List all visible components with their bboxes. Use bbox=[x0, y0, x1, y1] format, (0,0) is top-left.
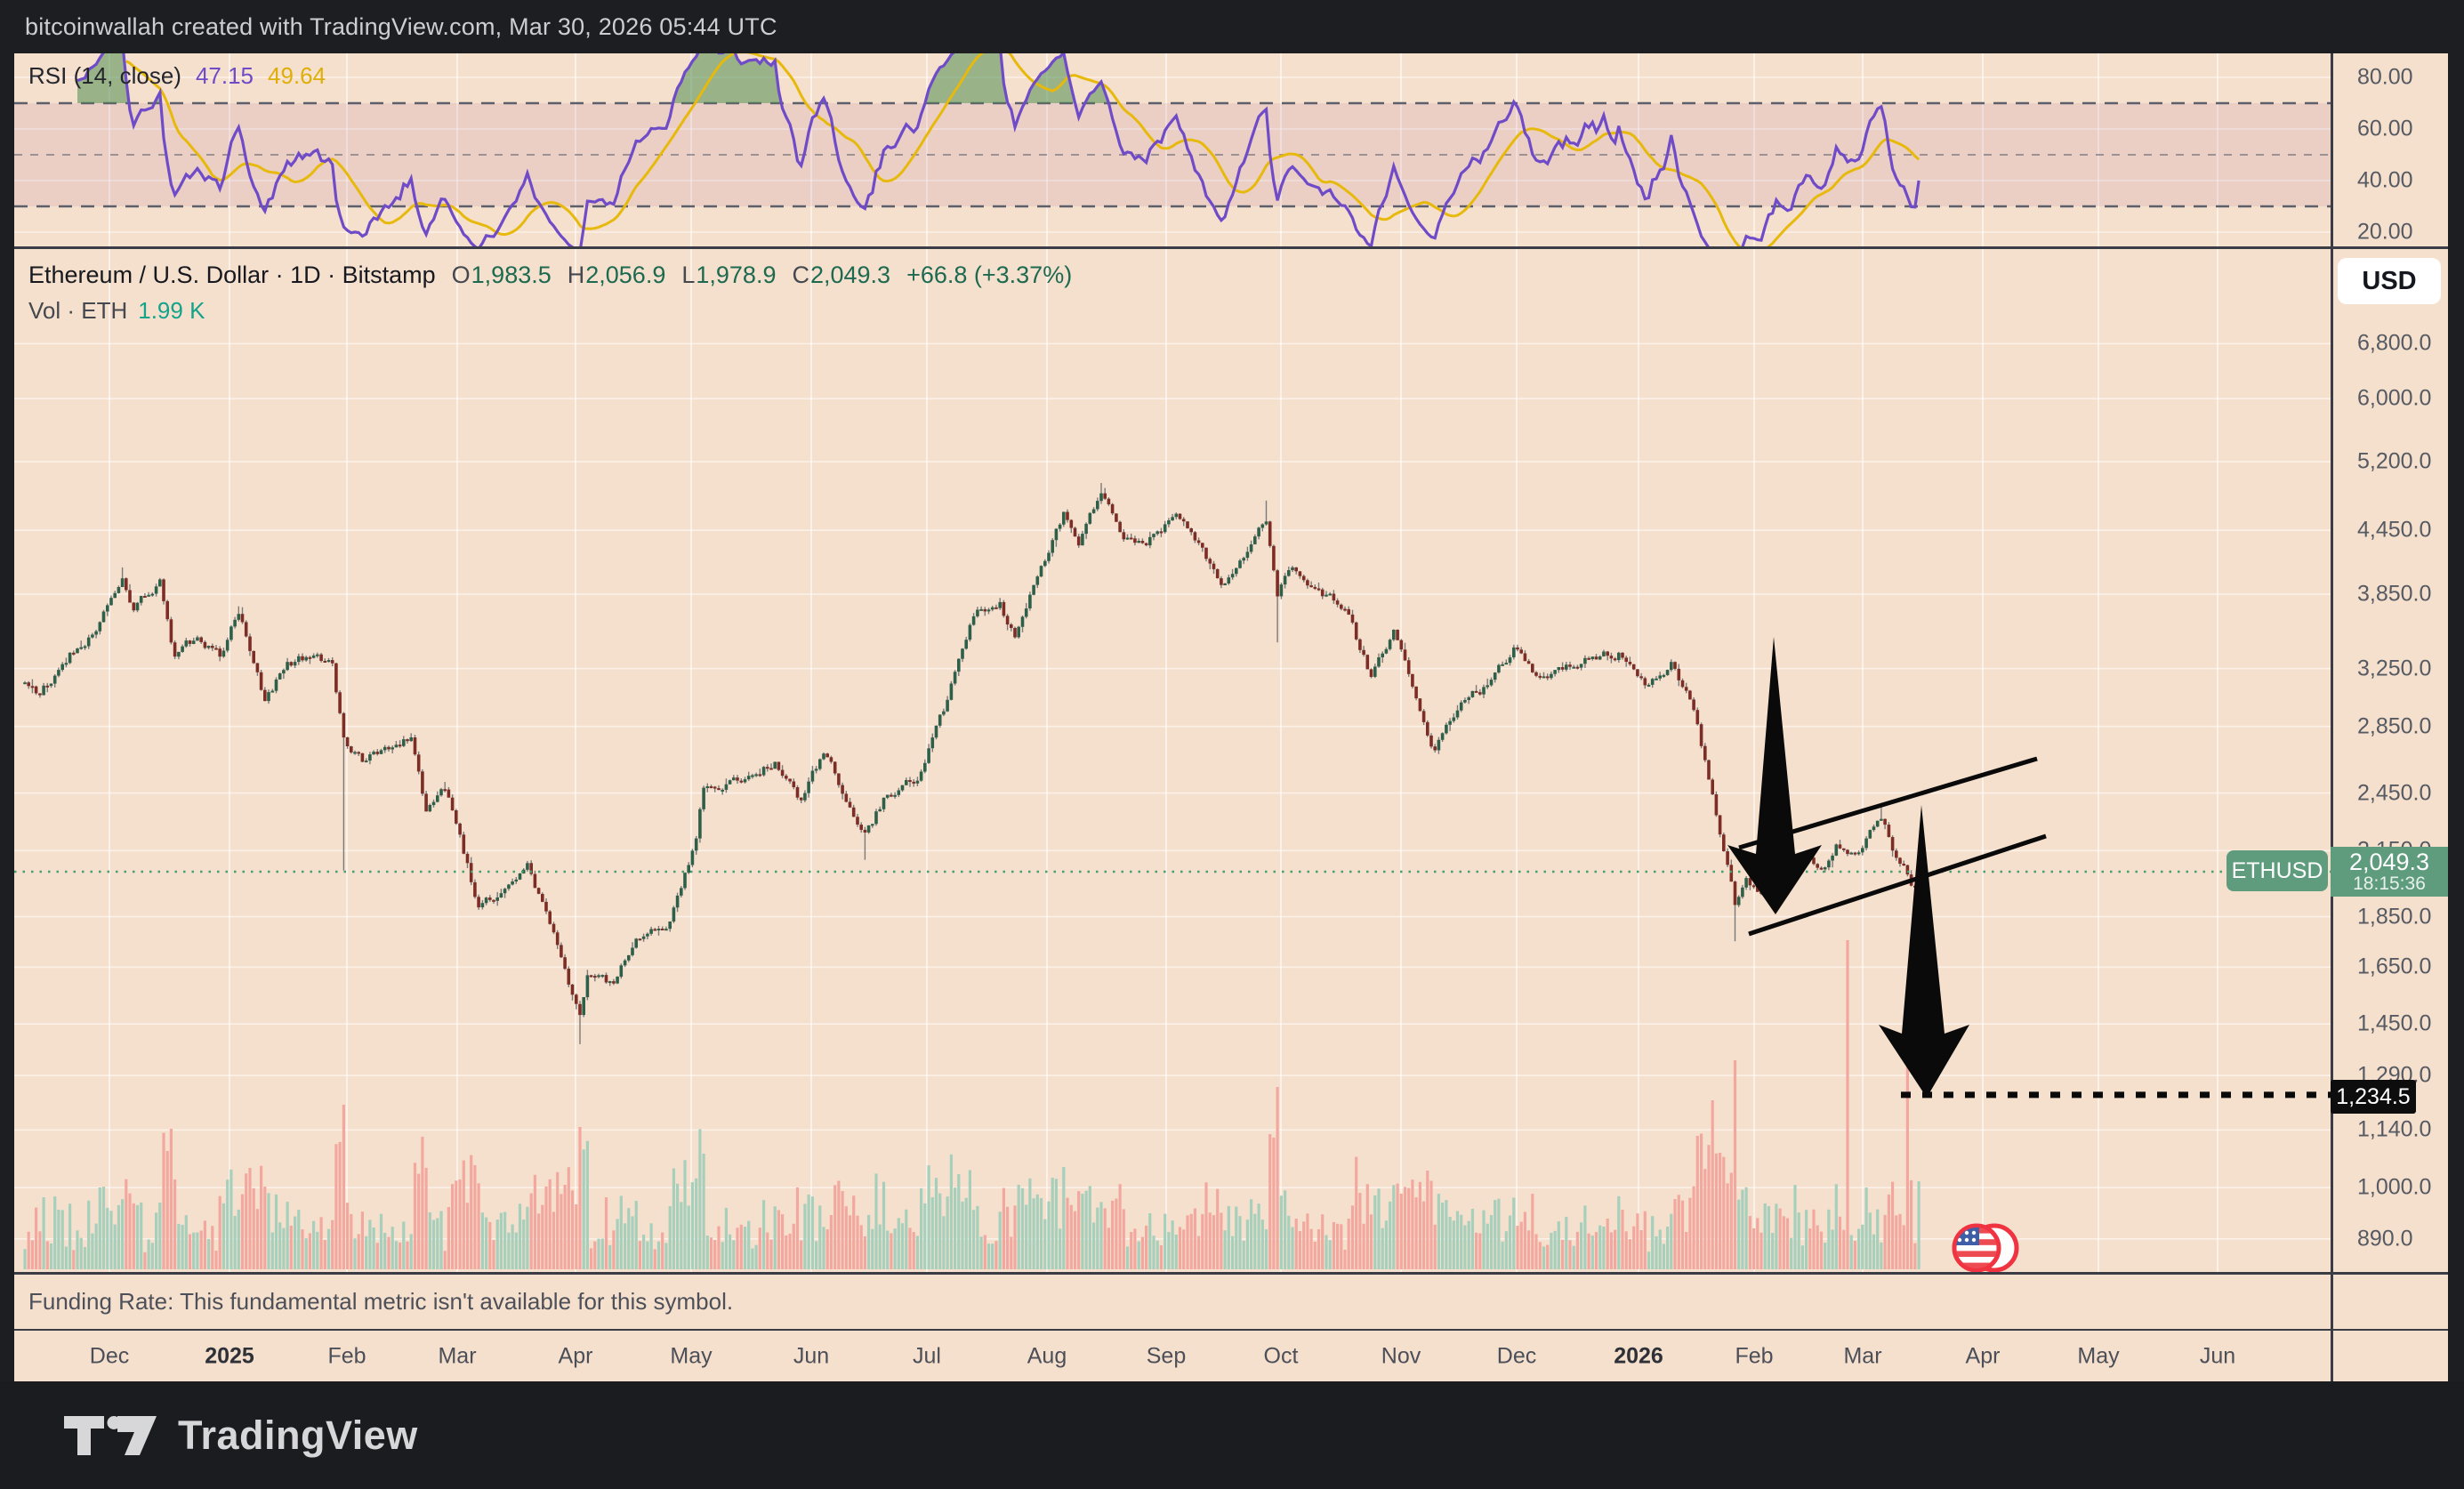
rsi-pane-canvas[interactable] bbox=[14, 53, 2331, 246]
price-axis-border bbox=[2331, 53, 2333, 1381]
price-axis-label: 1,850.0 bbox=[2357, 904, 2432, 930]
bar-countdown: 18:15:36 bbox=[2353, 873, 2426, 895]
symbol-description[interactable]: Ethereum / U.S. Dollar · 1D · Bitstamp bbox=[28, 262, 436, 288]
attribution-text: bitcoinwallah created with TradingView.c… bbox=[25, 12, 777, 40]
price-axis-label: 3,250.0 bbox=[2357, 656, 2432, 681]
price-axis-label: 2,850.0 bbox=[2357, 713, 2432, 739]
rsi-indicator-title[interactable]: RSI (14, close) bbox=[28, 62, 181, 89]
time-axis-month-label: May bbox=[670, 1343, 713, 1368]
price-axis-label: 1,000.0 bbox=[2357, 1174, 2432, 1200]
target-price-axis-label[interactable]: 1,234.5 bbox=[2331, 1080, 2416, 1114]
rsi-axis-label: 80.00 bbox=[2357, 64, 2413, 90]
time-axis-month-label: Mar bbox=[1843, 1343, 1882, 1368]
time-axis-month-label: Oct bbox=[1263, 1343, 1299, 1368]
price-axis-label: 6,800.0 bbox=[2357, 330, 2432, 356]
volume-indicator-title[interactable]: Vol · ETH bbox=[28, 297, 128, 324]
time-axis-month-label: Feb bbox=[327, 1343, 366, 1368]
rsi-indicator-header[interactable]: RSI (14, close) 47.15 49.64 bbox=[28, 62, 326, 90]
price-line-symbol-label[interactable]: ETHUSD bbox=[2226, 850, 2328, 891]
tradingview-logo-text[interactable]: TradingView bbox=[178, 1412, 418, 1458]
ohlc-high: H2,056.9 bbox=[567, 262, 666, 288]
pane-separator bbox=[14, 1329, 2448, 1331]
price-axis-label: 1,140.0 bbox=[2357, 1116, 2432, 1142]
time-axis-month-label: Aug bbox=[1027, 1343, 1067, 1368]
footer-bar: TradingView bbox=[0, 1381, 2464, 1489]
price-axis-label: 890.0 bbox=[2357, 1226, 2413, 1252]
price-axis-label: 4,450.0 bbox=[2357, 517, 2432, 543]
price-chart-canvas[interactable] bbox=[14, 246, 2331, 1272]
time-axis-month-label: Apr bbox=[1965, 1343, 2001, 1368]
funding-rate-bar: Funding Rate: This fundamental metric is… bbox=[14, 1275, 2331, 1329]
time-axis-month-label: Sep bbox=[1146, 1343, 1187, 1368]
currency-toggle-button[interactable]: USD bbox=[2338, 258, 2441, 304]
time-axis-month-label: Jun bbox=[2199, 1343, 2236, 1368]
tradingview-logo-icon[interactable] bbox=[64, 1415, 157, 1456]
time-axis-month-label: Jul bbox=[913, 1343, 941, 1368]
ohlc-open: O1,983.5 bbox=[451, 262, 552, 288]
rsi-axis-label: 40.00 bbox=[2357, 167, 2413, 193]
rsi-axis-label: 60.00 bbox=[2357, 116, 2413, 141]
time-axis-month-label: Dec bbox=[1496, 1343, 1537, 1368]
ohlc-low: L1,978.9 bbox=[681, 262, 777, 288]
time-axis-month-label: May bbox=[2077, 1343, 2120, 1368]
price-axis-label: 3,850.0 bbox=[2357, 581, 2432, 607]
current-price-value: 2,049.3 bbox=[2348, 848, 2430, 875]
time-axis-month-label: Mar bbox=[438, 1343, 477, 1368]
funding-rate-message: Funding Rate: This fundamental metric is… bbox=[28, 1288, 734, 1315]
pane-separator[interactable] bbox=[14, 246, 2448, 249]
symbol-header: Ethereum / U.S. Dollar · 1D · Bitstamp O… bbox=[28, 262, 1072, 325]
price-axis-scale[interactable]: 80.00 60.00 40.00 20.00 6,800.0 6,000.0 5,200.… bbox=[2331, 53, 2448, 1381]
time-axis-year-label: 2025 bbox=[205, 1343, 254, 1368]
title-bar: bitcoinwallah created with TradingView.c… bbox=[0, 0, 2464, 53]
time-axis-month-label: Nov bbox=[1381, 1343, 1421, 1368]
time-axis-month-label: Dec bbox=[89, 1343, 130, 1368]
volume-value: 1.99 K bbox=[138, 297, 205, 324]
chart-region: RSI (14, close) 47.15 49.64 Ethereum / U… bbox=[14, 53, 2448, 1381]
price-axis-label: 1,450.0 bbox=[2357, 1010, 2432, 1036]
price-axis-label: 2,450.0 bbox=[2357, 780, 2432, 806]
time-axis-month-label: Apr bbox=[558, 1343, 593, 1368]
price-axis-label: 1,650.0 bbox=[2357, 954, 2432, 979]
current-price-axis-label[interactable]: 2,049.3 18:15:36 bbox=[2331, 847, 2448, 897]
rsi-axis-label: 20.00 bbox=[2357, 219, 2413, 245]
time-axis-month-label: Feb bbox=[1735, 1343, 1774, 1368]
ohlc-close: C2,049.3 bbox=[792, 262, 891, 288]
time-axis-scale[interactable]: Dec 2025 Feb Mar Apr May Jun Jul Aug Sep Oct Nov Dec… bbox=[14, 1331, 2448, 1381]
time-axis-year-label: 2026 bbox=[1614, 1343, 1663, 1368]
pane-separator[interactable] bbox=[14, 1272, 2448, 1275]
rsi-value: 47.15 bbox=[195, 62, 254, 89]
price-axis-label: 6,000.0 bbox=[2357, 385, 2432, 411]
price-axis-label: 5,200.0 bbox=[2357, 448, 2432, 474]
rsi-ma-value: 49.64 bbox=[268, 62, 326, 89]
time-axis-month-label: Jun bbox=[793, 1343, 830, 1368]
price-change: +66.8 (+3.37%) bbox=[906, 262, 1073, 288]
